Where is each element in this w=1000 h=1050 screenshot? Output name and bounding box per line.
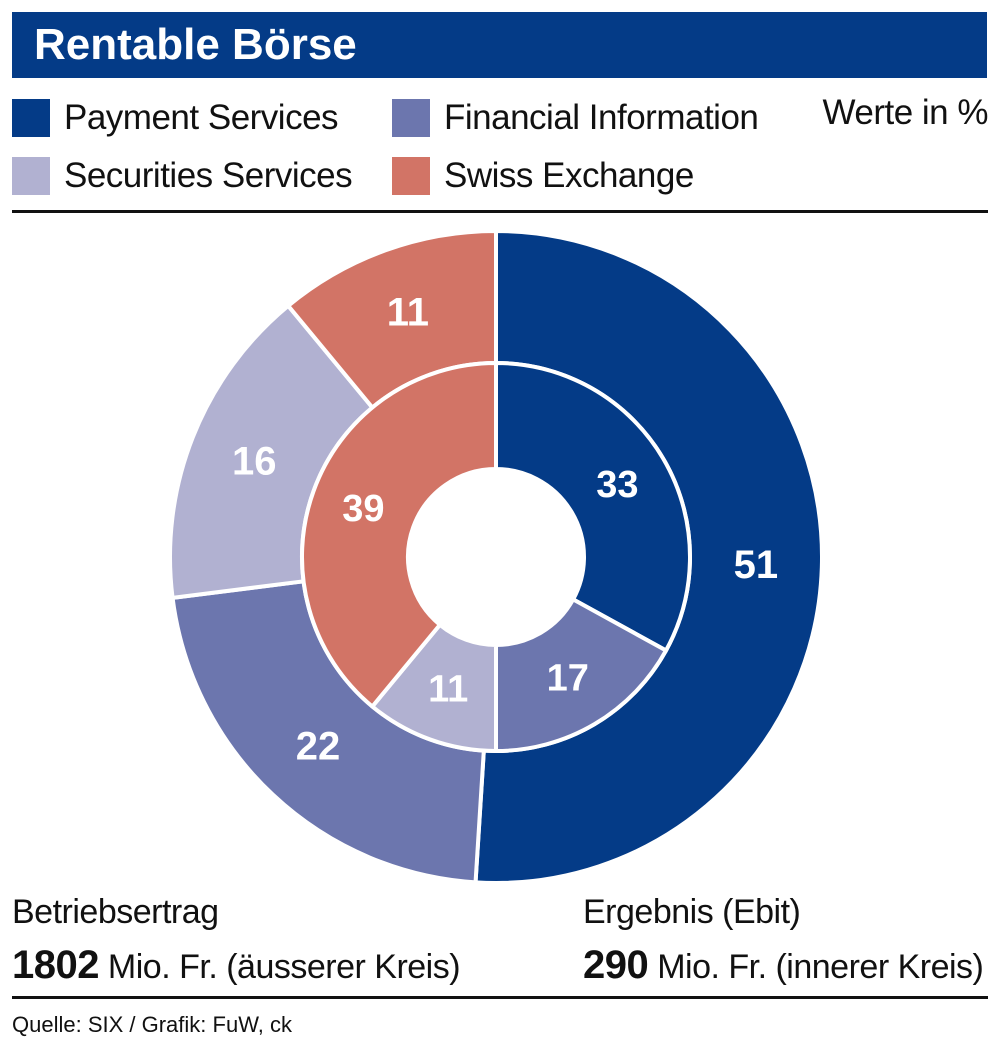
outer-slice-label-2: 16 xyxy=(232,439,277,483)
legend-label: Swiss Exchange xyxy=(444,156,694,195)
legend-item-financial-information: Financial Information xyxy=(392,93,759,143)
footer-left-number: 1802 xyxy=(12,943,99,987)
chart-title: Rentable Börse xyxy=(34,20,357,69)
inner-slice-label-0: 33 xyxy=(596,464,638,506)
inner-slice-label-2: 11 xyxy=(428,669,468,711)
inner-slice-3 xyxy=(300,360,498,710)
outer-slice-label-0: 51 xyxy=(734,543,779,587)
top-divider xyxy=(12,210,988,213)
source-note: Quelle: SIX / Grafik: FuW, ck xyxy=(12,1012,292,1037)
inner-slice-label-1: 17 xyxy=(547,657,589,699)
footer-left-value: 1802 Mio. Fr. (äusserer Kreis) xyxy=(12,940,461,992)
footer-right-number: 290 xyxy=(583,943,649,987)
footer-right-label: Ergebnis (Ebit) xyxy=(583,893,801,931)
bottom-divider xyxy=(12,996,988,999)
footer-right-suffix: Mio. Fr. (innerer Kreis) xyxy=(648,948,984,986)
legend-swatch xyxy=(392,99,430,137)
donut-chart: 51 22 16 11 33 17 11 39 xyxy=(168,228,824,885)
inner-slice-label-3: 39 xyxy=(342,488,384,530)
footer-left-label: Betriebsertrag xyxy=(12,893,219,931)
legend-item-payment-services: Payment Services xyxy=(12,93,339,143)
outer-slice-label-1: 22 xyxy=(296,725,341,769)
legend-label: Securities Services xyxy=(64,156,353,195)
legend-item-swiss-exchange: Swiss Exchange xyxy=(392,151,694,201)
legend-swatch xyxy=(12,99,50,137)
legend-swatch xyxy=(392,157,430,195)
inner-slice-1 xyxy=(494,596,669,754)
legend-label: Financial Information xyxy=(444,98,759,137)
units-note: Werte in % xyxy=(822,93,988,132)
outer-slice-label-3: 11 xyxy=(387,290,429,334)
title-bar: Rentable Börse xyxy=(12,12,987,78)
footer-ebit: Ergebnis (Ebit) 290 Mio. Fr. (innerer Kr… xyxy=(583,890,984,992)
footer-operating-income: Betriebsertrag 1802 Mio. Fr. (äusserer K… xyxy=(12,890,461,992)
inner-slice-0 xyxy=(494,360,692,654)
footer-left-suffix: Mio. Fr. (äusserer Kreis) xyxy=(98,948,461,986)
legend-item-securities-services: Securities Services xyxy=(12,151,353,201)
footer-right-value: 290 Mio. Fr. (innerer Kreis) xyxy=(583,940,984,992)
legend-label: Payment Services xyxy=(64,98,339,137)
legend-swatch xyxy=(12,157,50,195)
